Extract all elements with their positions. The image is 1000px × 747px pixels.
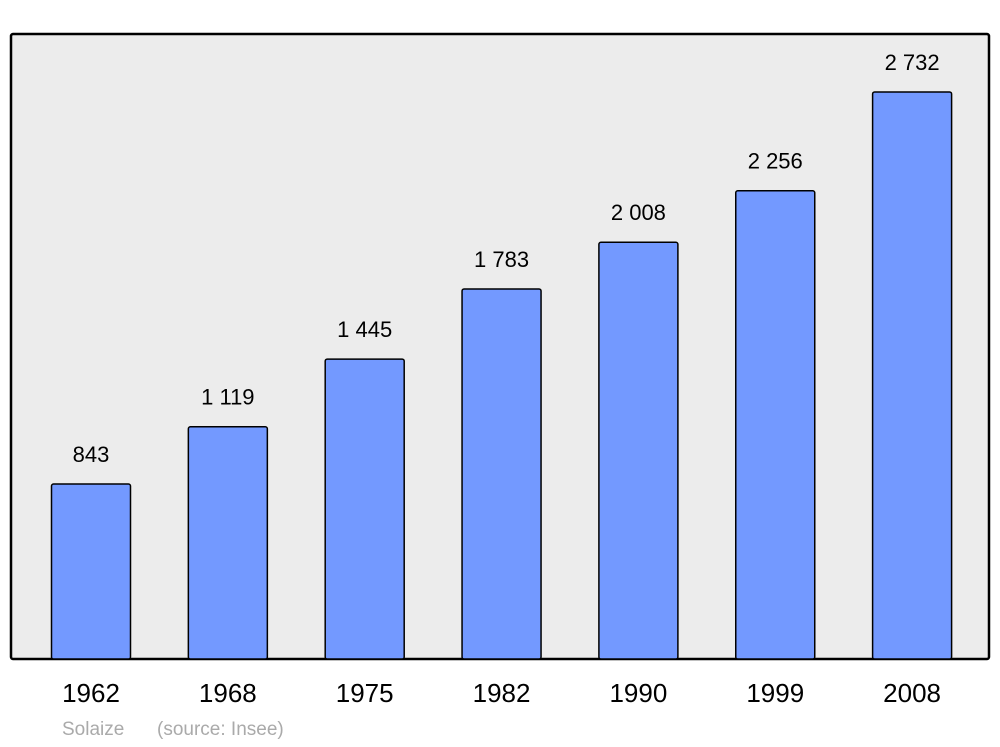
value-label: 1 783 <box>474 247 529 272</box>
value-label: 843 <box>73 442 110 467</box>
value-label: 1 445 <box>337 317 392 342</box>
value-label: 2 008 <box>611 200 666 225</box>
value-label: 1 119 <box>201 385 254 410</box>
bar <box>50 483 132 660</box>
bar <box>324 358 405 660</box>
bar <box>598 241 679 660</box>
value-label: 2 256 <box>748 149 803 174</box>
x-tick-label: 1975 <box>336 678 394 708</box>
bar <box>871 91 953 660</box>
bar <box>735 190 816 660</box>
x-tick-label: 1968 <box>199 678 257 708</box>
bar <box>187 426 269 660</box>
x-tick-label: 1999 <box>746 678 804 708</box>
bar <box>461 288 542 660</box>
value-label: 2 732 <box>885 50 940 75</box>
x-tick-label: 2008 <box>883 678 941 708</box>
annotation: Solaize <box>62 719 124 740</box>
x-tick-label: 1982 <box>473 678 531 708</box>
annotation: (source: Insee) <box>157 719 284 740</box>
x-tick-label: 1962 <box>62 678 120 708</box>
x-tick-label: 1990 <box>609 678 667 708</box>
